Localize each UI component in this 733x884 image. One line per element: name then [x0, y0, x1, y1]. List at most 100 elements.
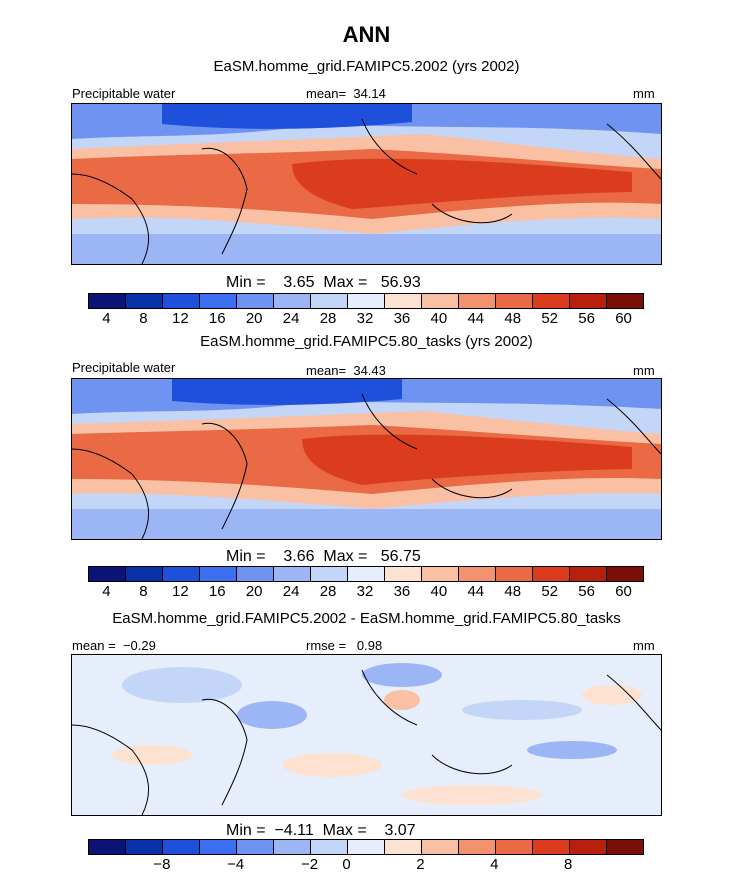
panel-3-colorbar — [88, 839, 644, 855]
colorbar-swatch — [570, 294, 607, 308]
colorbar-swatch — [459, 567, 496, 581]
colorbar-tick-label: 28 — [319, 583, 337, 600]
colorbar-swatch — [422, 840, 459, 854]
colorbar-tick-label: 4 — [490, 856, 499, 873]
panel-2-minmax: Min = 3.66 Max = 56.75 — [226, 548, 421, 565]
colorbar-tick-label: 32 — [356, 583, 374, 600]
colorbar-tick-label: 40 — [430, 583, 448, 600]
panel-2-subtitle: EaSM.homme_grid.FAMIPC5.80_tasks (yrs 20… — [200, 333, 533, 350]
colorbar-swatch — [385, 840, 422, 854]
colorbar-tick-label: −2 — [301, 856, 319, 873]
colorbar-swatch — [237, 840, 274, 854]
colorbar-swatch — [533, 567, 570, 581]
panel-1-colorbar-ticks: 4 8 12 16 20 24 28 32 36 40 44 48 52 56 60 — [88, 310, 642, 330]
colorbar-swatch — [163, 840, 200, 854]
colorbar-swatch — [89, 567, 126, 581]
colorbar-swatch — [422, 294, 459, 308]
colorbar-swatch — [163, 567, 200, 581]
colorbar-tick-label: 0 — [342, 856, 351, 873]
colorbar-tick-label: −4 — [227, 856, 245, 873]
colorbar-tick-label: 48 — [504, 310, 522, 327]
colorbar-tick-label: 28 — [319, 310, 337, 327]
panel-3-minmax: Min = −4.11 Max = 3.07 — [226, 822, 416, 839]
colorbar-swatch — [348, 567, 385, 581]
colorbar-tick-label: 4 — [102, 310, 111, 327]
colorbar-swatch — [311, 294, 348, 308]
colorbar-tick-label: 32 — [356, 310, 374, 327]
panel-2-contour-field — [72, 379, 661, 539]
colorbar-swatch — [348, 840, 385, 854]
colorbar-swatch — [237, 567, 274, 581]
colorbar-tick-label: −8 — [153, 856, 171, 873]
colorbar-tick-label: 8 — [139, 583, 148, 600]
colorbar-swatch — [200, 567, 237, 581]
colorbar-swatch — [533, 294, 570, 308]
colorbar-swatch — [422, 567, 459, 581]
panel-1-mean-label: mean= 34.14 — [306, 86, 386, 101]
colorbar-swatch — [533, 840, 570, 854]
colorbar-swatch — [89, 294, 126, 308]
colorbar-tick-label: 20 — [245, 310, 263, 327]
panel-1-subtitle: EaSM.homme_grid.FAMIPC5.2002 (yrs 2002) — [213, 58, 520, 75]
panel-2-units-label: mm — [633, 363, 655, 378]
colorbar-swatch — [274, 294, 311, 308]
colorbar-swatch — [311, 567, 348, 581]
colorbar-tick-label: 12 — [171, 310, 189, 327]
colorbar-tick-label: 40 — [430, 310, 448, 327]
colorbar-swatch — [607, 840, 643, 854]
colorbar-swatch — [496, 567, 533, 581]
panel-3-mean-label: mean = −0.29 — [72, 638, 156, 653]
colorbar-swatch — [385, 567, 422, 581]
colorbar-swatch — [274, 840, 311, 854]
panel-2-mean-label: mean= 34.43 — [306, 363, 386, 378]
colorbar-tick-label: 8 — [563, 856, 573, 873]
page-title: ANN — [342, 22, 391, 47]
colorbar-swatch — [607, 294, 643, 308]
colorbar-tick-label: 52 — [541, 583, 558, 600]
colorbar-swatch — [570, 840, 607, 854]
colorbar-swatch — [607, 567, 643, 581]
colorbar-tick-label: 36 — [393, 310, 411, 327]
colorbar-tick-label: 8 — [139, 310, 148, 327]
colorbar-swatch — [348, 294, 385, 308]
colorbar-tick-label: 24 — [282, 583, 300, 600]
colorbar-swatch — [126, 840, 163, 854]
colorbar-swatch — [496, 294, 533, 308]
colorbar-swatch — [163, 294, 200, 308]
panel-3-map — [71, 654, 662, 816]
colorbar-swatch — [274, 567, 311, 581]
panel-2-colorbar — [88, 566, 644, 582]
colorbar-tick-label: 2 — [416, 856, 425, 873]
colorbar-tick-label: 60 — [615, 583, 632, 600]
panel-2-variable-label: Precipitable water — [72, 360, 176, 375]
panel-3-units-label: mm — [633, 638, 655, 653]
panel-1-contour-field — [72, 104, 661, 264]
panel-3-rmse-label: rmse = 0.98 — [306, 638, 383, 653]
colorbar-tick-label: 44 — [467, 310, 485, 327]
colorbar-tick-label: 52 — [541, 310, 558, 327]
panel-2-colorbar-ticks: 4 8 12 16 20 24 28 32 36 40 44 48 52 56 60 — [88, 583, 642, 603]
panel-1-colorbar — [88, 293, 644, 309]
colorbar-tick-label: 24 — [282, 310, 300, 327]
colorbar-tick-label: 60 — [615, 310, 632, 327]
colorbar-tick-label: 44 — [467, 583, 485, 600]
colorbar-swatch — [570, 567, 607, 581]
colorbar-tick-label: 48 — [504, 583, 522, 600]
colorbar-swatch — [459, 840, 496, 854]
panel-1-variable-label: Precipitable water — [72, 86, 176, 101]
colorbar-tick-label: 56 — [578, 310, 595, 327]
colorbar-tick-label: 4 — [102, 583, 111, 600]
panel-3-colorbar-ticks: −8 −4 −2 0 2 4 8 — [88, 856, 642, 876]
colorbar-swatch — [237, 294, 274, 308]
panel-3-contour-field — [72, 655, 661, 815]
colorbar-swatch — [126, 567, 163, 581]
colorbar-tick-label: 20 — [245, 583, 263, 600]
colorbar-swatch — [126, 294, 163, 308]
panel-1-map — [71, 103, 662, 265]
colorbar-tick-label: 16 — [208, 583, 226, 600]
colorbar-swatch — [200, 840, 237, 854]
colorbar-swatch — [496, 840, 533, 854]
panel-1-units-label: mm — [633, 86, 655, 101]
panel-2-map — [71, 378, 662, 540]
colorbar-swatch — [459, 294, 496, 308]
